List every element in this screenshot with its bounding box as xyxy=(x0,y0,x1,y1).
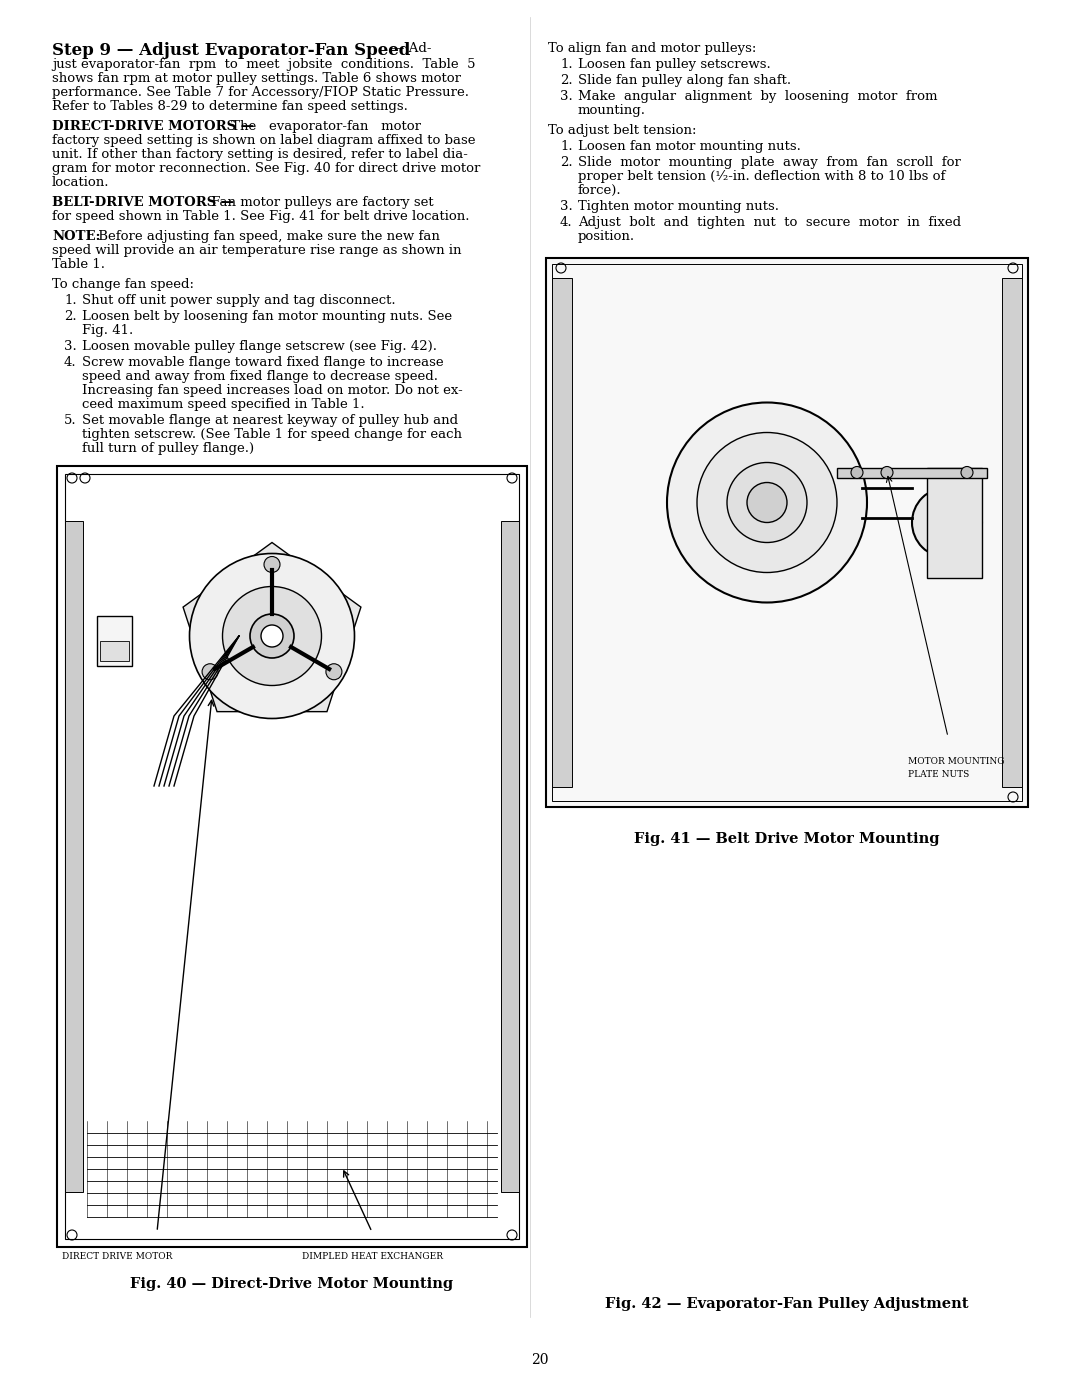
Text: proper belt tension (¹⁄₂-in. deflection with 8 to 10 lbs of: proper belt tension (¹⁄₂-in. deflection … xyxy=(578,170,945,183)
Text: Slide  motor  mounting  plate  away  from  fan  scroll  for: Slide motor mounting plate away from fan… xyxy=(578,156,961,169)
Text: Step 9 — Adjust Evaporator-Fan Speed: Step 9 — Adjust Evaporator-Fan Speed xyxy=(52,42,410,59)
Bar xyxy=(97,616,132,666)
Bar xyxy=(501,521,519,1192)
Circle shape xyxy=(881,467,893,479)
Circle shape xyxy=(961,467,973,479)
Text: factory speed setting is shown on label diagram affixed to base: factory speed setting is shown on label … xyxy=(52,134,475,147)
Text: 20: 20 xyxy=(531,1354,549,1368)
Text: position.: position. xyxy=(578,231,635,243)
Text: BELT-DRIVE MOTORS —: BELT-DRIVE MOTORS — xyxy=(52,196,234,210)
Text: Fan motor pulleys are factory set: Fan motor pulleys are factory set xyxy=(207,196,434,210)
Circle shape xyxy=(249,615,294,658)
Text: Tighten motor mounting nuts.: Tighten motor mounting nuts. xyxy=(578,200,779,212)
Text: To align fan and motor pulleys:: To align fan and motor pulleys: xyxy=(548,42,756,54)
Text: The   evaporator-fan   motor: The evaporator-fan motor xyxy=(227,120,421,133)
Circle shape xyxy=(747,482,787,522)
Text: PLATE NUTS: PLATE NUTS xyxy=(908,770,969,780)
Text: ceed maximum speed specified in Table 1.: ceed maximum speed specified in Table 1. xyxy=(82,398,365,411)
Text: 2.: 2. xyxy=(561,156,572,169)
Text: Fig. 42 — Evaporator-Fan Pulley Adjustment: Fig. 42 — Evaporator-Fan Pulley Adjustme… xyxy=(605,1296,969,1310)
Circle shape xyxy=(912,488,982,557)
Text: NOTE:: NOTE: xyxy=(52,231,100,243)
Text: 4.: 4. xyxy=(64,356,77,369)
Text: mounting.: mounting. xyxy=(578,103,646,117)
Text: tighten setscrew. (See Table 1 for speed change for each: tighten setscrew. (See Table 1 for speed… xyxy=(82,427,462,441)
Circle shape xyxy=(930,504,964,541)
Bar xyxy=(65,521,83,1192)
Text: To adjust belt tension:: To adjust belt tension: xyxy=(548,124,697,137)
Text: Fig. 41.: Fig. 41. xyxy=(82,324,133,337)
Text: 4.: 4. xyxy=(561,217,572,229)
Text: Make  angular  alignment  by  loosening  motor  from: Make angular alignment by loosening moto… xyxy=(578,89,937,103)
Text: 2.: 2. xyxy=(561,74,572,87)
Text: Refer to Tables 8-29 to determine fan speed settings.: Refer to Tables 8-29 to determine fan sp… xyxy=(52,101,408,113)
Circle shape xyxy=(222,587,322,686)
Text: Set movable flange at nearest keyway of pulley hub and: Set movable flange at nearest keyway of … xyxy=(82,414,458,427)
Text: shows fan rpm at motor pulley settings. Table 6 shows motor: shows fan rpm at motor pulley settings. … xyxy=(52,73,461,85)
Text: 2.: 2. xyxy=(64,310,77,323)
Text: performance. See Table 7 for Accessory/FIOP Static Pressure.: performance. See Table 7 for Accessory/F… xyxy=(52,87,469,99)
Text: full turn of pulley flange.): full turn of pulley flange.) xyxy=(82,441,254,455)
Circle shape xyxy=(189,553,354,718)
Text: DIRECT-DRIVE MOTORS —: DIRECT-DRIVE MOTORS — xyxy=(52,120,254,133)
Text: — Ad-: — Ad- xyxy=(387,42,432,54)
Circle shape xyxy=(697,433,837,573)
Text: for speed shown in Table 1. See Fig. 41 for belt drive location.: for speed shown in Table 1. See Fig. 41 … xyxy=(52,210,470,224)
Circle shape xyxy=(667,402,867,602)
Bar xyxy=(57,467,527,1248)
Bar xyxy=(65,474,519,1239)
Text: Slide fan pulley along fan shaft.: Slide fan pulley along fan shaft. xyxy=(578,74,792,87)
Polygon shape xyxy=(184,542,361,711)
Text: Adjust  bolt  and  tighten  nut  to  secure  motor  in  fixed: Adjust bolt and tighten nut to secure mo… xyxy=(578,217,961,229)
Bar xyxy=(552,278,572,787)
Text: DIMPLED HEAT EXCHANGER: DIMPLED HEAT EXCHANGER xyxy=(302,1252,443,1261)
Text: 3.: 3. xyxy=(561,89,572,103)
Text: Loosen belt by loosening fan motor mounting nuts. See: Loosen belt by loosening fan motor mount… xyxy=(82,310,453,323)
Text: speed and away from fixed flange to decrease speed.: speed and away from fixed flange to decr… xyxy=(82,370,438,383)
Text: Loosen fan motor mounting nuts.: Loosen fan motor mounting nuts. xyxy=(578,140,801,154)
Text: 1.: 1. xyxy=(561,59,572,71)
Text: 3.: 3. xyxy=(64,339,77,353)
Text: speed will provide an air temperature rise range as shown in: speed will provide an air temperature ri… xyxy=(52,244,461,257)
Circle shape xyxy=(326,664,342,680)
Circle shape xyxy=(727,462,807,542)
Bar xyxy=(927,468,982,577)
Text: Fig. 41 — Belt Drive Motor Mounting: Fig. 41 — Belt Drive Motor Mounting xyxy=(634,833,940,847)
Text: 3.: 3. xyxy=(561,200,572,212)
Bar xyxy=(837,468,987,478)
Text: Shut off unit power supply and tag disconnect.: Shut off unit power supply and tag disco… xyxy=(82,293,395,307)
Circle shape xyxy=(851,467,863,479)
Text: Loosen movable pulley flange setscrew (see Fig. 42).: Loosen movable pulley flange setscrew (s… xyxy=(82,339,437,353)
Text: just evaporator-fan  rpm  to  meet  jobsite  conditions.  Table  5: just evaporator-fan rpm to meet jobsite … xyxy=(52,59,475,71)
Text: 5.: 5. xyxy=(64,414,77,427)
Text: 1.: 1. xyxy=(561,140,572,154)
Text: To change fan speed:: To change fan speed: xyxy=(52,278,194,291)
Text: gram for motor reconnection. See Fig. 40 for direct drive motor: gram for motor reconnection. See Fig. 40… xyxy=(52,162,481,175)
Text: DIRECT DRIVE MOTOR: DIRECT DRIVE MOTOR xyxy=(62,1252,173,1261)
Bar xyxy=(100,641,129,661)
Text: location.: location. xyxy=(52,176,109,189)
Circle shape xyxy=(264,556,280,573)
Text: Increasing fan speed increases load on motor. Do not ex-: Increasing fan speed increases load on m… xyxy=(82,384,462,397)
Text: Screw movable flange toward fixed flange to increase: Screw movable flange toward fixed flange… xyxy=(82,356,444,369)
Text: force).: force). xyxy=(578,184,622,197)
Text: Fig. 40 — Direct-Drive Motor Mounting: Fig. 40 — Direct-Drive Motor Mounting xyxy=(131,1277,454,1291)
Bar xyxy=(552,264,1022,800)
Bar xyxy=(546,258,1028,807)
Text: Table 1.: Table 1. xyxy=(52,258,105,271)
Text: Before adjusting fan speed, make sure the new fan: Before adjusting fan speed, make sure th… xyxy=(94,231,440,243)
Bar xyxy=(1002,278,1022,787)
Circle shape xyxy=(202,664,218,680)
Text: MOTOR MOUNTING: MOTOR MOUNTING xyxy=(908,757,1004,766)
Text: Loosen fan pulley setscrews.: Loosen fan pulley setscrews. xyxy=(578,59,771,71)
Text: unit. If other than factory setting is desired, refer to label dia-: unit. If other than factory setting is d… xyxy=(52,148,468,161)
Text: 1.: 1. xyxy=(64,293,77,307)
Circle shape xyxy=(261,624,283,647)
